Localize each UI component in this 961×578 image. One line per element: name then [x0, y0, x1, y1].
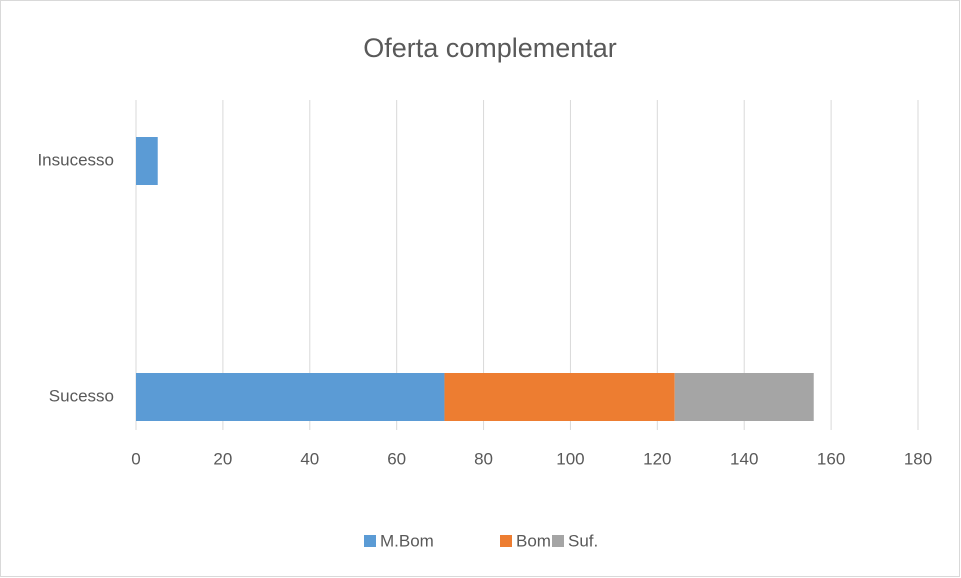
- bar: [674, 373, 814, 421]
- x-tick-label: 140: [730, 449, 758, 468]
- y-tick-label: Insucesso: [37, 150, 114, 169]
- chart-title: Oferta complementar: [363, 33, 617, 63]
- x-tick-label: 80: [474, 449, 493, 468]
- legend-label: M.Bom: [380, 531, 434, 550]
- x-tick-label: 0: [131, 449, 140, 468]
- bar: [136, 137, 158, 185]
- legend-label: Suf.: [568, 531, 598, 550]
- x-tick-label: 120: [643, 449, 671, 468]
- legend-label: Bom: [516, 531, 551, 550]
- y-tick-label: Sucesso: [49, 386, 114, 405]
- legend-swatch: [552, 535, 564, 547]
- x-tick-label: 180: [904, 449, 932, 468]
- x-tick-label: 160: [817, 449, 845, 468]
- x-tick-label: 20: [213, 449, 232, 468]
- bar: [136, 373, 445, 421]
- x-tick-label: 60: [387, 449, 406, 468]
- x-tick-label: 100: [556, 449, 584, 468]
- legend-swatch: [500, 535, 512, 547]
- x-tick-label: 40: [300, 449, 319, 468]
- legend-swatch: [364, 535, 376, 547]
- bar: [444, 373, 675, 421]
